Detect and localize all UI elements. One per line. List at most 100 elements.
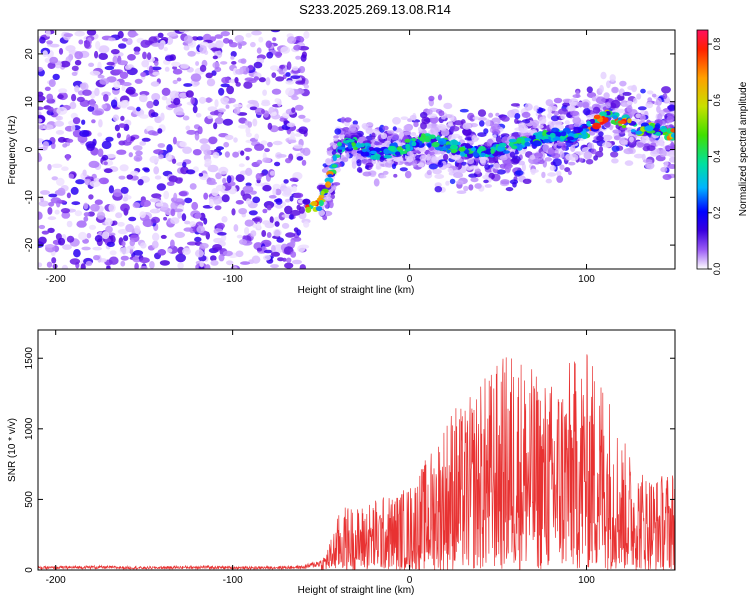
spectrogram-cell [276,237,285,243]
spectrogram-cell [51,163,63,168]
spectrogram-cell [242,185,254,193]
spectrogram-cell [274,229,281,237]
spectrogram-cell [553,97,563,104]
spectrogram-cell [434,146,444,151]
spectrogram-cell [172,158,177,164]
spectrogram-cell [170,208,176,217]
spectrogram-cell [245,182,252,187]
spectrogram-cell [108,232,116,237]
spectrogram-cell [497,146,504,151]
spectrogram-cell [119,164,129,172]
spectrogram-cell [72,117,81,125]
spectrogram-cell [183,45,190,51]
spectrogram-cell [121,241,126,247]
colorbar-tick-label: 0.4 [712,150,722,163]
spectrogram-cell [57,94,64,100]
spectrogram-cell [46,40,53,45]
spectrogram-cell [177,262,184,269]
spectrogram-cell [286,139,297,144]
spectrogram-cell [166,31,178,37]
spectrogram-cell [55,115,64,121]
spectrogram-cell [117,30,124,39]
spectrogram-cell [47,207,53,215]
spectrogram-cell [80,263,86,269]
spectrogram-cell [198,172,204,177]
spectrogram-cell [51,176,59,181]
spectrogram-cell [118,175,126,180]
spectrogram-cell [190,96,195,105]
spectrogram-cell [337,141,342,147]
spectrogram-cell [447,120,453,126]
spectrogram-cell [151,93,161,101]
spectrogram-cell [203,192,209,200]
spectrogram-cell [238,239,248,245]
spectrogram-cell [449,178,456,185]
spectrogram-cell [342,126,350,132]
spectrogram-cell [428,163,438,170]
spectrogram-cell [666,116,675,122]
spectrogram-cell [99,78,110,85]
spectrogram-cell [76,96,85,103]
spectrogram-cell [81,119,86,125]
snr-x-tick-label: -100 [223,575,243,586]
spectrogram-cell [303,221,310,228]
spectrogram-cell [666,113,675,118]
spectrogram-cell [154,116,163,124]
spectrogram-cell [154,60,159,66]
spectrogram-cell [349,124,357,132]
spectrogram-cell [286,61,292,70]
spectrogram-cell [510,103,520,107]
spectrogram-cell [655,142,665,146]
spectrogram-cell [549,122,555,130]
spectrogram-cell [118,123,126,128]
spectrogram-cell [116,149,127,155]
spectrogram-cell [443,153,449,161]
spectrogram-cell [558,108,569,116]
spectrogram-cell [206,78,216,87]
spectrogram-cell [248,79,257,83]
spectrogram-cell [582,101,590,109]
spectrogram-cell [157,143,166,148]
spectrogram-cell [627,118,632,124]
spectrogram-cell [619,80,627,87]
spectrogram-cell [73,249,81,258]
spectrogram-cell [88,62,95,67]
spectrogram-cell [332,182,341,186]
spectrogram-cell [483,179,489,184]
spectrogram-cell [434,174,445,179]
spectrogram-cell [39,36,46,44]
spectrogram-cell [303,31,310,39]
spectrogram-cell [505,187,514,192]
spectrogram-cell [269,216,274,224]
spectrogram-cell [530,168,536,175]
spectrogram-cell [128,152,133,158]
spectrogram-cell [140,266,148,269]
spectrogram-cell [155,202,164,207]
spectrogram-cell [50,197,62,204]
spectrogram-cell [518,122,527,128]
spectrogram-cell [542,138,551,143]
spectrogram-cell [667,104,675,112]
spectrogram-cell [195,61,200,66]
spectrogram-cell [281,222,290,229]
spectrogram-cell [603,92,610,100]
spectrogram-cell [106,241,115,247]
spectrogram-cell [586,114,593,120]
spectrogram-cell [56,177,65,186]
spectrogram-cell [351,142,356,147]
spectrogram-cell [68,173,75,179]
spectrogram-cell [498,142,507,148]
spectrogram-cell [495,112,500,117]
spectrogram-cell [98,45,110,54]
spectrogram-cell [45,30,51,37]
spectrogram-cell [109,250,117,256]
spectrogram-cell [550,106,558,111]
spectrogram-cell [191,36,199,41]
spectrogram-cell [179,141,187,148]
snr-x-tick-label: 100 [578,575,595,586]
spectrogram-cell [81,246,91,251]
spectrogram-cell [380,132,388,140]
spectrogram-cell [173,97,181,106]
spectrogram-cell [199,242,209,249]
spectrogram-cell [267,122,273,130]
